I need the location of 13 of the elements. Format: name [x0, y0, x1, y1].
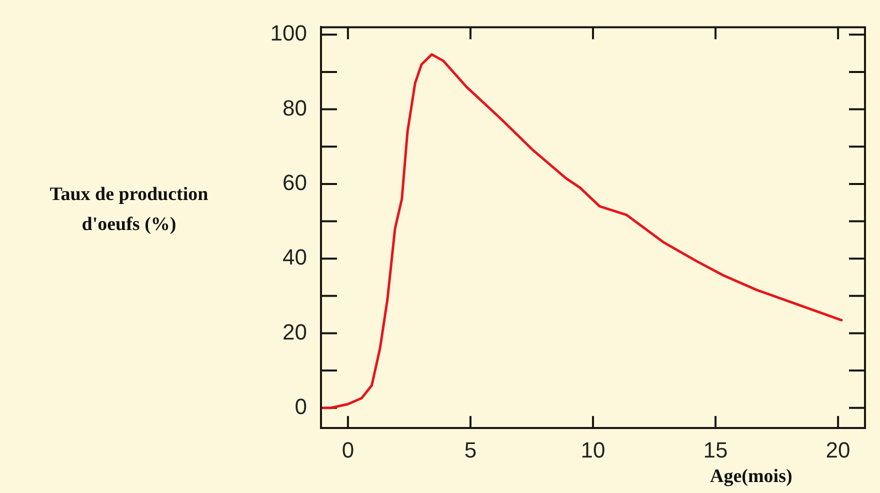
x-axis-title: Age(mois)	[710, 466, 792, 488]
y-axis-title: Taux de production d'oeufs (%)	[48, 183, 210, 237]
x-tick-label: 0	[342, 437, 354, 462]
y-tick-label: 0	[294, 394, 307, 419]
x-tick-label: 20	[826, 437, 850, 462]
x-tick-label: 5	[464, 437, 477, 462]
y-tick-label: 100	[270, 20, 307, 46]
y-tick-label: 40	[282, 244, 307, 270]
y-tick-label: 80	[282, 95, 307, 120]
y-tick-label: 20	[282, 319, 307, 344]
y-tick-label: 60	[282, 170, 307, 195]
x-tick-label: 15	[703, 437, 728, 462]
x-tick-label: 10	[580, 437, 606, 462]
